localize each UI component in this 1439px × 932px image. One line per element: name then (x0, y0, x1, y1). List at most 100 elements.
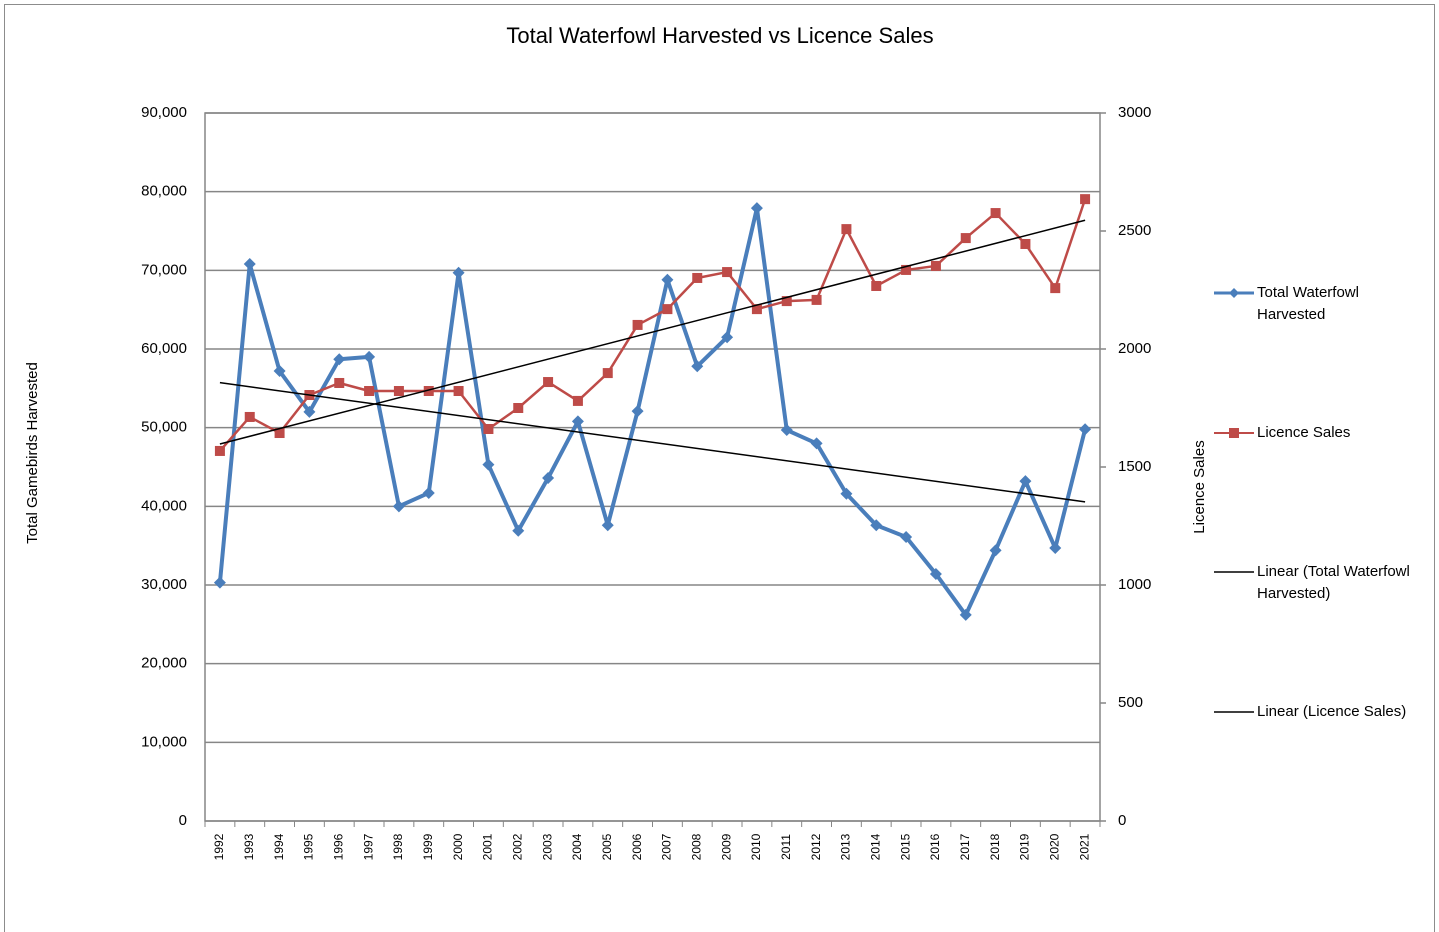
trendline (219, 381, 1086, 503)
y2-tick-label: 500 (1118, 694, 1143, 711)
x-tick-label: 2011 (779, 834, 793, 860)
marker (512, 524, 525, 537)
x-tick-label: 2005 (600, 833, 614, 860)
x-tick-label: 2019 (1018, 833, 1032, 860)
x-tick-label: 1995 (302, 833, 316, 860)
marker (989, 544, 1002, 557)
marker (750, 202, 763, 215)
marker (691, 360, 704, 373)
legend-label: Total Waterfowl Harvested (1257, 284, 1359, 323)
x-tick-label: 2013 (839, 833, 853, 860)
x-tick-label: 1997 (361, 833, 375, 860)
marker (692, 272, 703, 283)
marker (213, 576, 226, 589)
marker (542, 472, 555, 485)
marker (1049, 542, 1062, 555)
marker (601, 519, 614, 532)
x-tick-label: 2008 (689, 833, 703, 860)
marker (871, 280, 882, 291)
marker (990, 208, 1001, 219)
x-tick-label: 2003 (540, 833, 554, 860)
marker (1019, 475, 1032, 488)
x-tick-label: 1992 (212, 833, 226, 860)
marker (781, 296, 792, 307)
y-tick-label: 20,000 (141, 655, 187, 672)
legend-label: Linear (Licence Sales) (1257, 703, 1407, 720)
y-tick-label: 60,000 (141, 340, 187, 357)
x-tick-label: 2000 (451, 833, 465, 860)
x-tick-label: 2017 (958, 833, 972, 860)
marker (930, 260, 941, 271)
marker (422, 486, 435, 499)
marker (303, 405, 316, 418)
marker (662, 304, 673, 315)
marker (780, 424, 793, 437)
marker (929, 567, 942, 580)
marker (214, 445, 225, 456)
marker (900, 531, 913, 544)
marker (1020, 238, 1031, 249)
y2-tick-label: 2500 (1118, 222, 1151, 239)
marker (1080, 194, 1091, 205)
marker (901, 264, 912, 275)
marker (721, 331, 734, 344)
trendline (219, 219, 1086, 445)
x-tick-label: 2009 (719, 833, 733, 860)
marker (631, 405, 644, 418)
legend-label: Licence Sales (1257, 424, 1351, 441)
y-tick-label: 40,000 (141, 497, 187, 514)
x-tick-label: 2004 (570, 833, 584, 860)
marker (811, 294, 822, 305)
x-tick-label: 2016 (928, 833, 942, 860)
marker (1079, 423, 1092, 436)
marker (632, 319, 643, 330)
marker (661, 273, 674, 286)
x-tick-label: 2001 (481, 833, 495, 860)
marker (810, 437, 823, 450)
y2-tick-label: 1500 (1118, 458, 1151, 475)
x-tick-label: 1993 (242, 833, 256, 860)
y2-tick-label: 0 (1118, 812, 1126, 829)
x-tick-label: 2006 (630, 833, 644, 860)
legend-marker (1229, 428, 1239, 438)
y-tick-label: 30,000 (141, 576, 187, 593)
x-tick-label: 2015 (898, 833, 912, 860)
marker (543, 377, 554, 388)
marker (513, 403, 524, 413)
x-tick-label: 2012 (809, 833, 823, 860)
marker (274, 428, 285, 439)
marker (334, 377, 345, 388)
x-tick-label: 2020 (1047, 833, 1061, 860)
marker (841, 224, 852, 235)
marker (722, 267, 733, 278)
y2-tick-label: 1000 (1118, 576, 1151, 593)
marker (452, 266, 465, 279)
y-tick-label: 70,000 (141, 261, 187, 278)
y-tick-label: 50,000 (141, 419, 187, 436)
marker (960, 233, 971, 244)
y-tick-label: 0 (179, 812, 187, 829)
marker (840, 487, 853, 500)
x-tick-label: 2021 (1077, 833, 1091, 860)
y-tick-label: 90,000 (141, 104, 187, 121)
marker (364, 386, 375, 397)
y-tick-label: 10,000 (141, 733, 187, 750)
marker (959, 608, 972, 621)
marker (751, 304, 762, 315)
y2-tick-label: 2000 (1118, 340, 1151, 357)
marker (423, 386, 434, 397)
x-tick-label: 2002 (510, 833, 524, 860)
x-tick-label: 1996 (331, 833, 345, 860)
marker (1050, 283, 1061, 294)
marker (363, 350, 376, 363)
marker (243, 258, 256, 271)
marker (453, 386, 464, 397)
marker (333, 353, 346, 366)
x-tick-label: 1998 (391, 833, 405, 860)
chart-border (4, 4, 1435, 932)
marker (870, 519, 883, 532)
marker (392, 500, 405, 513)
marker (571, 415, 584, 428)
x-tick-label: 1999 (421, 833, 435, 860)
